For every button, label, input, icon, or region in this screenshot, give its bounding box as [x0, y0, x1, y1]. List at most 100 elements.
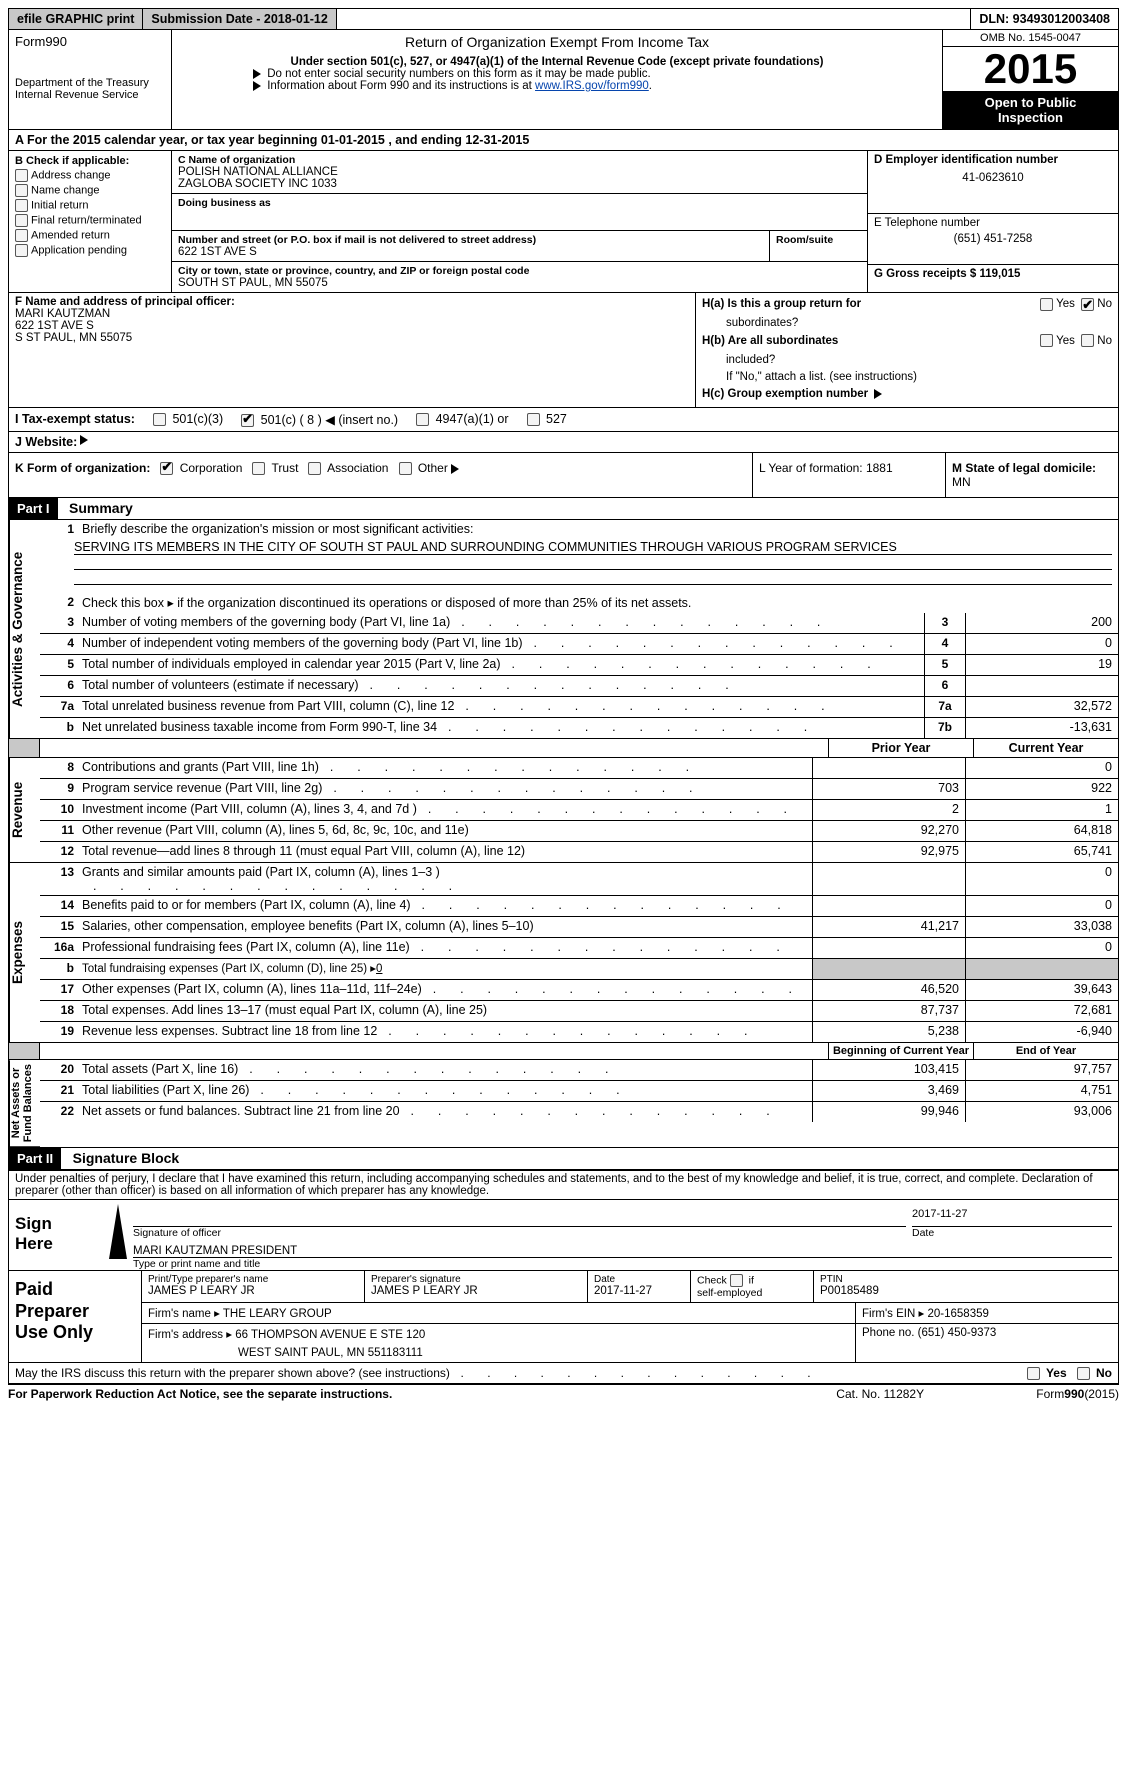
principal-officer: F Name and address of principal officer:…	[9, 293, 695, 407]
line2-text: Check this box ▸ if the organization dis…	[78, 593, 1118, 613]
irs-link[interactable]: www.IRS.gov/form990	[535, 80, 649, 92]
firm-addr2: WEST SAINT PAUL, MN 551183111	[148, 1341, 849, 1359]
firm-ein-label: Firm's EIN ▸	[862, 1308, 924, 1320]
org-name-label: C Name of organization	[178, 154, 861, 166]
officer-name: MARI KAUTZMAN	[15, 308, 689, 320]
ssn-note: Do not enter social security numbers on …	[267, 68, 651, 80]
chk-may-yes[interactable]	[1027, 1367, 1040, 1380]
mission-text: SERVING ITS MEMBERS IN THE CITY OF SOUTH…	[74, 540, 1112, 555]
firm-ein: 20-1658359	[927, 1308, 988, 1320]
topbar: efile GRAPHIC print Submission Date - 20…	[9, 9, 1118, 30]
line4-val: 0	[965, 634, 1118, 654]
chk-address-change[interactable]	[15, 169, 28, 182]
line11-prior: 92,270	[812, 821, 965, 841]
chk-application-pending[interactable]	[15, 244, 28, 257]
dba-label: Doing business as	[178, 197, 861, 209]
b-header: B Check if applicable:	[15, 155, 165, 167]
vert-label-rev: Revenue	[9, 758, 40, 863]
chk-other[interactable]	[399, 462, 412, 475]
chk-trust[interactable]	[252, 462, 265, 475]
phone-label: E Telephone number	[874, 217, 1112, 229]
chk-self-employed[interactable]	[730, 1274, 743, 1287]
vert-label-na: Net Assets or Fund Balances	[9, 1060, 40, 1147]
city-label: City or town, state or province, country…	[178, 265, 861, 277]
chk-ha-no[interactable]	[1081, 298, 1094, 311]
ein-value: 41-0623610	[874, 166, 1112, 184]
firm-addr1: 66 THOMPSON AVENUE E STE 120	[235, 1329, 425, 1341]
chk-4947[interactable]	[416, 413, 429, 426]
dept-treasury: Department of the Treasury	[15, 77, 165, 89]
vert-label-ag: Activities & Governance	[9, 520, 40, 739]
dln-label: DLN: 93493012003408	[970, 9, 1118, 29]
chk-initial-return[interactable]	[15, 199, 28, 212]
open-to-public: Open to Public Inspection	[943, 91, 1118, 129]
chk-hb-no[interactable]	[1081, 334, 1094, 347]
street-label: Number and street (or P.O. box if mail i…	[178, 234, 763, 246]
line22-text: Net assets or fund balances. Subtract li…	[82, 1104, 400, 1118]
city-value: SOUTH ST PAUL, MN 55075	[178, 277, 861, 289]
signature-block: Under penalties of perjury, I declare th…	[9, 1170, 1118, 1383]
col-d-ein: D Employer identification number 41-0623…	[867, 151, 1118, 292]
gross-receipts: G Gross receipts $ 119,015	[874, 268, 1112, 280]
line19-current: -6,940	[965, 1022, 1118, 1042]
line5-text: Total number of individuals employed in …	[82, 657, 501, 671]
chk-501c3[interactable]	[153, 413, 166, 426]
row-i-tax-exempt: I Tax-exempt status: 501(c)(3) 501(c) ( …	[9, 407, 1118, 432]
prior-year-header: Prior Year	[828, 739, 973, 757]
preparer-name: JAMES P LEARY JR	[148, 1285, 358, 1297]
chk-final-return[interactable]	[15, 214, 28, 227]
chk-amended[interactable]	[15, 229, 28, 242]
line19-prior: 5,238	[812, 1022, 965, 1042]
arrow-icon	[451, 464, 459, 474]
line6-val	[965, 676, 1118, 696]
chk-hb-yes[interactable]	[1040, 334, 1053, 347]
arrow-icon	[80, 435, 88, 445]
sig-officer-label: Signature of officer	[127, 1227, 906, 1239]
page-footer: For Paperwork Reduction Act Notice, see …	[8, 1384, 1119, 1401]
line22-current: 93,006	[965, 1102, 1118, 1122]
chk-501c[interactable]	[241, 414, 254, 427]
line21-text: Total liabilities (Part X, line 26)	[82, 1083, 249, 1097]
line18-text: Total expenses. Add lines 13–17 (must eq…	[82, 1003, 487, 1017]
line14-current: 0	[965, 896, 1118, 916]
firm-addr-label: Firm's address ▸	[148, 1329, 232, 1341]
line15-prior: 41,217	[812, 917, 965, 937]
line19-text: Revenue less expenses. Subtract line 18 …	[82, 1024, 377, 1038]
arrow-icon	[253, 69, 261, 79]
line13-text: Grants and similar amounts paid (Part IX…	[82, 865, 440, 879]
sig-date-label: Date	[906, 1227, 1118, 1239]
line14-text: Benefits paid to or for members (Part IX…	[82, 898, 411, 912]
chk-527[interactable]	[527, 413, 540, 426]
form-subtitle: Under section 501(c), 527, or 4947(a)(1)…	[180, 56, 934, 68]
chk-ha-yes[interactable]	[1040, 298, 1053, 311]
ptin-value: P00185489	[820, 1285, 1112, 1297]
chk-assoc[interactable]	[308, 462, 321, 475]
chk-corp[interactable]	[160, 462, 173, 475]
org-name-1: POLISH NATIONAL ALLIANCE	[178, 166, 861, 178]
chk-name-change[interactable]	[15, 184, 28, 197]
firm-name-label: Firm's name ▸	[148, 1308, 220, 1320]
line11-text: Other revenue (Part VIII, column (A), li…	[82, 823, 469, 837]
dept-irs: Internal Revenue Service	[15, 89, 165, 101]
line1-text: Briefly describe the organization's miss…	[78, 520, 1118, 540]
arrow-icon	[253, 81, 261, 91]
revenue-section: Revenue 8Contributions and grants (Part …	[9, 758, 1118, 863]
form-footer: Form990(2015)	[1036, 1387, 1119, 1401]
line14-prior	[812, 896, 965, 916]
ein-label: D Employer identification number	[874, 154, 1112, 166]
line15-text: Salaries, other compensation, employee b…	[82, 919, 534, 933]
chk-may-no[interactable]	[1077, 1367, 1090, 1380]
info-note-prefix: Information about Form 990 and its instr…	[267, 80, 535, 92]
line12-prior: 92,975	[812, 842, 965, 862]
street-value: 622 1ST AVE S	[178, 246, 763, 258]
line8-prior	[812, 758, 965, 778]
line7a-text: Total unrelated business revenue from Pa…	[82, 699, 454, 713]
form-title: Return of Organization Exempt From Incom…	[180, 34, 934, 50]
vert-label-exp: Expenses	[9, 863, 40, 1043]
expenses-section: Expenses 13Grants and similar amounts pa…	[9, 863, 1118, 1043]
sig-name-label: Type or print name and title	[127, 1258, 1118, 1270]
line4-text: Number of independent voting members of …	[82, 636, 523, 650]
sig-name: MARI KAUTZMAN PRESIDENT	[133, 1245, 1112, 1258]
line17-text: Other expenses (Part IX, column (A), lin…	[82, 982, 422, 996]
line7b-text: Net unrelated business taxable income fr…	[82, 720, 437, 734]
